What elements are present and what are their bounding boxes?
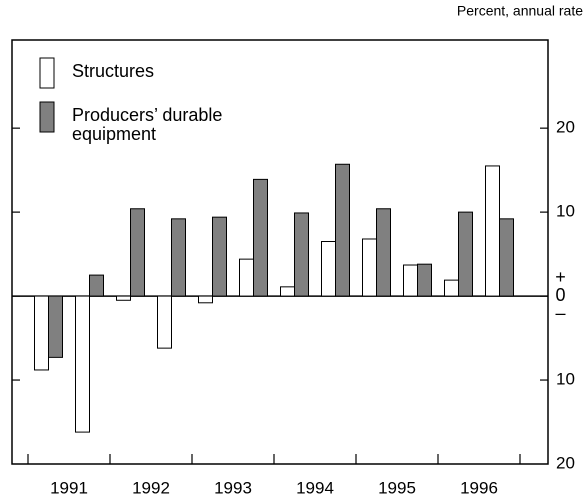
bar bbox=[116, 295, 131, 301]
x-tick-label: 1994 bbox=[296, 478, 334, 497]
y-tick-label: 10 bbox=[556, 202, 575, 221]
bar bbox=[34, 295, 49, 371]
bar bbox=[403, 264, 418, 297]
bar bbox=[362, 238, 377, 297]
bar bbox=[376, 208, 391, 297]
legend-label: Producers’ durable equipment bbox=[72, 105, 223, 144]
bar bbox=[485, 165, 500, 297]
x-tick-label: 1991 bbox=[50, 478, 88, 497]
axis-label: Percent, annual rate bbox=[457, 3, 583, 19]
bar bbox=[321, 241, 336, 297]
x-tick-label: 1995 bbox=[378, 478, 416, 497]
bar bbox=[75, 295, 90, 433]
x-tick-label: 1996 bbox=[460, 478, 498, 497]
x-tick-label: 1992 bbox=[132, 478, 170, 497]
legend-swatch bbox=[39, 57, 55, 89]
bar bbox=[253, 178, 268, 297]
bar bbox=[444, 279, 459, 297]
bar bbox=[499, 218, 514, 297]
legend-swatch bbox=[39, 101, 55, 133]
bar bbox=[157, 295, 172, 349]
bar bbox=[417, 263, 432, 297]
bar bbox=[294, 212, 309, 297]
x-tick-label: 1993 bbox=[214, 478, 252, 497]
legend-label: Structures bbox=[72, 61, 155, 81]
bar bbox=[130, 208, 145, 297]
y-tick-label: 20 bbox=[556, 118, 575, 137]
y-tick-label: 10 bbox=[556, 370, 575, 389]
bar bbox=[198, 295, 213, 304]
bar bbox=[212, 216, 227, 297]
bar bbox=[171, 218, 186, 297]
bar bbox=[280, 286, 295, 297]
bar bbox=[48, 295, 63, 358]
plot-frame bbox=[11, 39, 549, 465]
bar bbox=[458, 211, 473, 297]
y-tick-label: +0– bbox=[555, 267, 566, 324]
bar bbox=[89, 274, 104, 297]
bar bbox=[239, 258, 254, 297]
bar bbox=[335, 163, 350, 297]
y-tick-label: 20 bbox=[556, 453, 575, 472]
